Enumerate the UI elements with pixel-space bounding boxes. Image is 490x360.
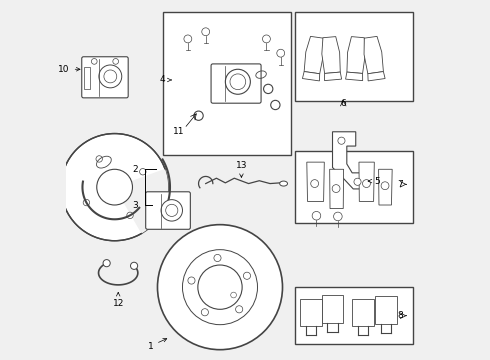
FancyBboxPatch shape bbox=[211, 64, 261, 103]
Bar bbox=[295, 287, 413, 344]
Polygon shape bbox=[330, 169, 343, 208]
Circle shape bbox=[96, 156, 102, 162]
Circle shape bbox=[113, 59, 119, 64]
Circle shape bbox=[130, 262, 138, 269]
Circle shape bbox=[354, 178, 361, 185]
Bar bbox=[295, 152, 413, 223]
Bar bbox=[83, 67, 90, 89]
Circle shape bbox=[140, 168, 146, 175]
Circle shape bbox=[103, 260, 110, 267]
Text: 6: 6 bbox=[341, 99, 346, 108]
Bar bbox=[295, 12, 413, 102]
Circle shape bbox=[201, 309, 208, 316]
Text: 5: 5 bbox=[368, 176, 380, 185]
Text: 1: 1 bbox=[147, 338, 167, 351]
Polygon shape bbox=[322, 37, 340, 73]
Circle shape bbox=[263, 35, 270, 43]
Circle shape bbox=[83, 199, 90, 206]
Polygon shape bbox=[347, 37, 366, 73]
Bar bbox=[147, 198, 154, 217]
Text: 2: 2 bbox=[132, 165, 138, 174]
Circle shape bbox=[277, 49, 285, 57]
Circle shape bbox=[182, 249, 258, 325]
Circle shape bbox=[61, 134, 168, 241]
Circle shape bbox=[231, 292, 237, 298]
Wedge shape bbox=[115, 169, 168, 234]
Circle shape bbox=[97, 169, 132, 205]
Text: 12: 12 bbox=[113, 293, 124, 308]
Text: 11: 11 bbox=[173, 127, 185, 136]
Text: 10: 10 bbox=[58, 65, 80, 74]
Circle shape bbox=[188, 277, 195, 284]
Polygon shape bbox=[322, 295, 343, 323]
Polygon shape bbox=[300, 298, 322, 327]
Circle shape bbox=[157, 225, 283, 350]
Text: 4: 4 bbox=[160, 76, 172, 85]
Polygon shape bbox=[368, 72, 385, 81]
Circle shape bbox=[334, 212, 342, 221]
Circle shape bbox=[92, 59, 97, 64]
Polygon shape bbox=[359, 162, 374, 202]
Text: 8: 8 bbox=[397, 311, 403, 320]
Polygon shape bbox=[375, 296, 397, 324]
Circle shape bbox=[99, 65, 122, 88]
Circle shape bbox=[127, 212, 133, 219]
Text: 7: 7 bbox=[397, 180, 403, 189]
Polygon shape bbox=[333, 132, 365, 189]
Text: 9: 9 bbox=[0, 359, 1, 360]
Polygon shape bbox=[379, 169, 392, 205]
FancyBboxPatch shape bbox=[146, 192, 190, 229]
Circle shape bbox=[236, 306, 243, 313]
Polygon shape bbox=[302, 72, 319, 81]
Circle shape bbox=[202, 28, 210, 36]
Polygon shape bbox=[364, 36, 383, 74]
Circle shape bbox=[338, 137, 345, 144]
Ellipse shape bbox=[280, 181, 288, 186]
Polygon shape bbox=[345, 72, 363, 81]
Circle shape bbox=[161, 200, 182, 221]
Polygon shape bbox=[307, 162, 324, 202]
Text: 13: 13 bbox=[236, 161, 247, 177]
Circle shape bbox=[184, 35, 192, 43]
Polygon shape bbox=[352, 298, 373, 327]
Circle shape bbox=[312, 211, 321, 220]
Bar bbox=[163, 12, 292, 155]
Circle shape bbox=[198, 265, 242, 309]
Polygon shape bbox=[324, 72, 342, 81]
Circle shape bbox=[214, 255, 221, 262]
Circle shape bbox=[225, 69, 250, 94]
Text: 3: 3 bbox=[132, 201, 138, 210]
Circle shape bbox=[244, 272, 250, 279]
Polygon shape bbox=[304, 36, 323, 74]
FancyBboxPatch shape bbox=[82, 57, 128, 98]
